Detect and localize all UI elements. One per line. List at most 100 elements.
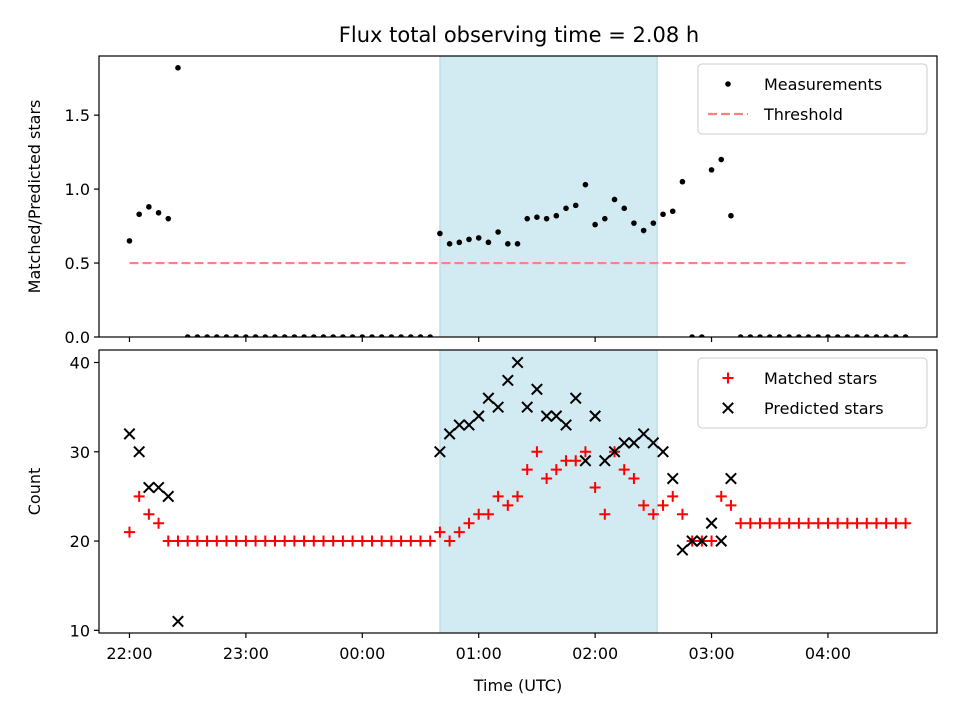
measurement-point xyxy=(534,214,540,221)
predicted-star-point xyxy=(443,428,456,440)
y-tick-label: 10 xyxy=(70,621,90,640)
measurement-point xyxy=(281,334,288,337)
x-tick-label: 01:00 xyxy=(456,644,502,663)
y-axis-label: Matched/Predicted stars xyxy=(25,100,44,294)
matched-star-point xyxy=(570,455,582,467)
predicted-star-point xyxy=(540,410,553,422)
x-tick-label: 22:00 xyxy=(106,644,152,663)
x-axis-label: Time (UTC) xyxy=(473,676,562,695)
chart-title: Flux total observing time = 2.08 h xyxy=(339,23,699,47)
matched-star-point xyxy=(463,517,475,529)
matched-star-point xyxy=(803,517,815,529)
measurement-point xyxy=(446,241,453,247)
measurement-point xyxy=(223,334,230,337)
legend-label: Threshold xyxy=(763,105,843,124)
matched-star-point xyxy=(579,446,591,458)
measurement-point xyxy=(863,334,870,337)
matched-star-point xyxy=(773,517,785,529)
measurement-point xyxy=(728,212,734,219)
measurement-point xyxy=(330,334,336,337)
legend: Measurements Threshold xyxy=(697,63,928,135)
predicted-star-point xyxy=(598,454,611,467)
matched-star-point xyxy=(880,517,892,529)
matched-star-point xyxy=(512,490,524,502)
matched-star-point xyxy=(764,517,776,529)
measurement-point xyxy=(621,205,628,212)
predicted-star-point xyxy=(589,410,602,422)
matched-star-point xyxy=(521,464,533,476)
matched-star-point xyxy=(832,517,844,529)
predicted-star-point xyxy=(482,392,495,405)
predicted-star-point xyxy=(492,401,505,414)
predicted-star-point xyxy=(433,445,446,458)
matched-star-point xyxy=(541,473,553,485)
predicted-star-point xyxy=(162,490,175,503)
measurement-point xyxy=(466,236,472,243)
matched-star-point xyxy=(783,517,795,529)
matched-star-point xyxy=(667,490,679,502)
measurement-point xyxy=(369,334,375,337)
predicted-star-point xyxy=(152,481,165,494)
measurement-point xyxy=(689,334,695,337)
legend-label: Matched stars xyxy=(764,369,877,388)
matched-star-point xyxy=(201,535,213,547)
matched-star-point xyxy=(841,517,853,529)
y-tick-label: 1.5 xyxy=(65,106,90,125)
measurement-point xyxy=(592,221,598,228)
matched-star-point xyxy=(288,535,300,547)
y-tick-label: 0.5 xyxy=(65,254,90,273)
measurement-point xyxy=(873,334,880,337)
predicted-star-point xyxy=(133,445,146,458)
matched-star-point xyxy=(861,517,873,529)
measurement-point xyxy=(349,334,356,337)
measurement-point xyxy=(543,215,550,222)
matched-star-point xyxy=(482,508,494,520)
matched-star-point xyxy=(415,535,427,547)
measurement-point xyxy=(456,239,463,246)
predicted-star-point xyxy=(666,472,679,485)
predicted-star-point xyxy=(579,454,592,467)
x-tick-label: 02:00 xyxy=(572,644,618,663)
measurement-point xyxy=(737,334,744,337)
matched-star-point xyxy=(531,446,543,458)
axes-frame xyxy=(98,55,938,338)
series-matched-stars xyxy=(123,446,912,547)
x-tick-label: 00:00 xyxy=(339,644,385,663)
matched-star-point xyxy=(589,481,601,493)
predicted-star-point xyxy=(608,445,621,458)
predicted-star-point xyxy=(705,517,718,530)
predicted-star-point xyxy=(686,535,699,547)
measurement-point xyxy=(320,334,327,337)
matched-star-point xyxy=(628,473,640,485)
measurement-point xyxy=(291,334,298,337)
matched-star-point xyxy=(153,517,165,529)
y-tick-label: 20 xyxy=(70,532,90,551)
matched-star-point xyxy=(793,517,805,529)
matched-star-point xyxy=(424,535,436,547)
matched-star-point xyxy=(851,517,863,529)
matched-star-point xyxy=(405,535,417,547)
x-tick-label: 03:00 xyxy=(688,644,734,663)
matched-star-point xyxy=(560,455,572,467)
observing-window-span xyxy=(439,349,658,634)
measurement-point xyxy=(854,334,860,337)
measurement-point xyxy=(699,334,705,337)
legend-predicted-swatch xyxy=(722,402,734,414)
bottom-panel: 10 20 30 40 22:00 23:00 00:00 01:00 02:00 03:00 04… xyxy=(25,349,938,695)
legend-label: Predicted stars xyxy=(764,399,884,418)
matched-star-point xyxy=(259,535,271,547)
measurement-point xyxy=(844,334,851,337)
matched-star-point xyxy=(395,535,407,547)
measurement-point xyxy=(126,238,133,244)
predicted-star-point xyxy=(569,392,582,405)
measurement-point xyxy=(243,334,249,337)
measurement-point xyxy=(155,209,162,216)
predicted-star-point xyxy=(676,544,689,556)
measurement-point xyxy=(650,220,657,226)
legend-box xyxy=(697,357,928,429)
y-axis-label: Count xyxy=(25,468,44,516)
measurement-point xyxy=(204,334,210,337)
matched-star-point xyxy=(269,535,281,547)
measurement-point xyxy=(340,334,346,337)
